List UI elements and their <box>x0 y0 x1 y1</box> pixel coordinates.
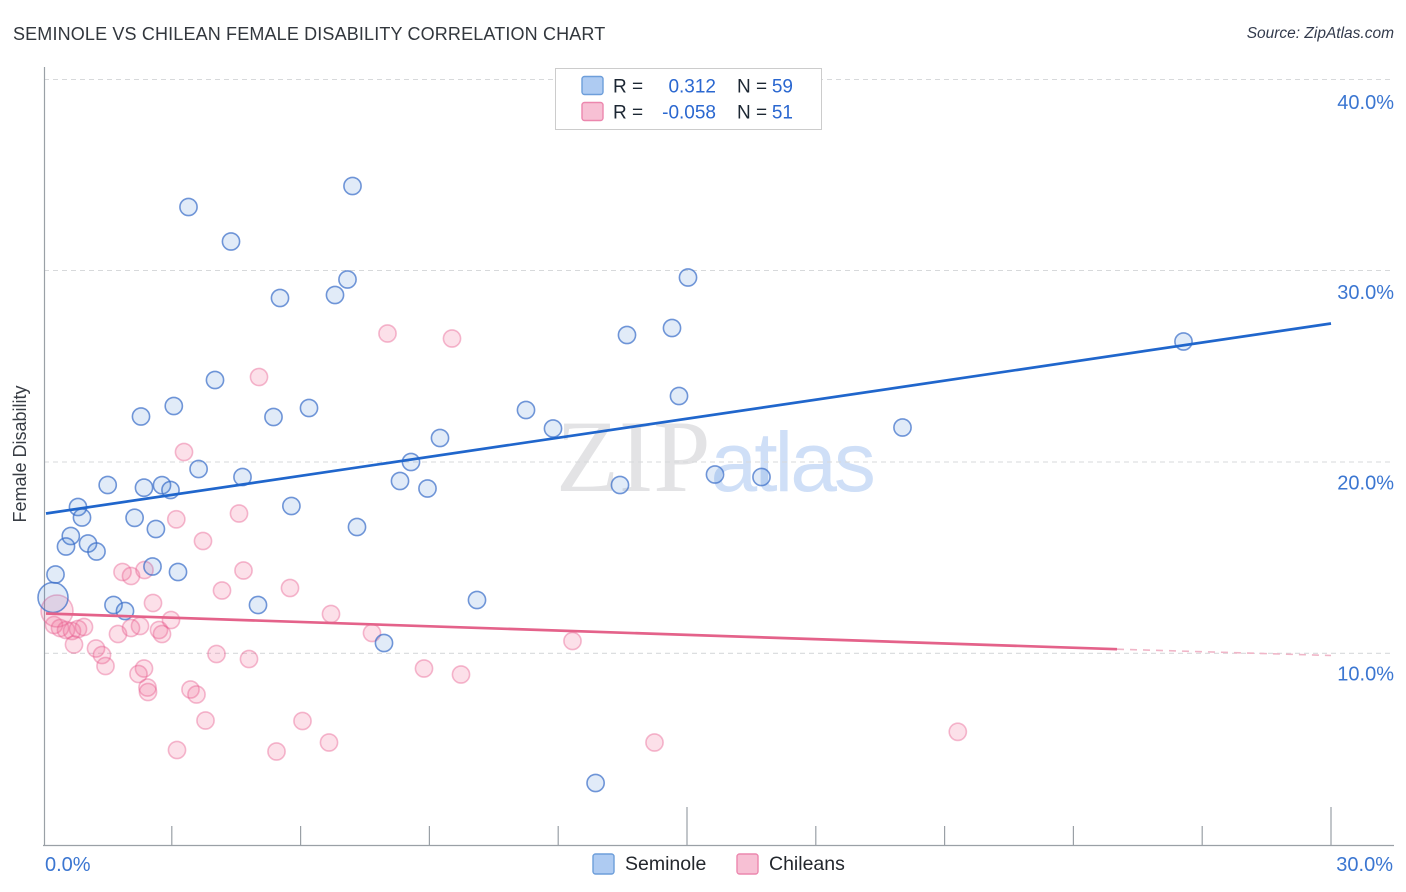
svg-text:59: 59 <box>772 77 793 98</box>
svg-text:10.0%: 10.0% <box>1337 663 1394 685</box>
svg-text:ZIPatlas: ZIPatlas <box>556 400 873 514</box>
svg-text:30.0%: 30.0% <box>1337 282 1394 304</box>
svg-text:51: 51 <box>772 103 793 124</box>
svg-text:R =: R = <box>613 103 643 124</box>
svg-text:N =: N = <box>737 77 767 98</box>
svg-text:-0.058: -0.058 <box>662 103 716 124</box>
svg-text:0.0%: 0.0% <box>45 854 91 876</box>
svg-text:Female Disability: Female Disability <box>10 385 30 522</box>
svg-text:0.312: 0.312 <box>668 77 716 98</box>
svg-text:40.0%: 40.0% <box>1337 92 1394 114</box>
svg-text:Seminole: Seminole <box>625 853 706 875</box>
svg-text:Chileans: Chileans <box>769 853 845 875</box>
svg-text:30.0%: 30.0% <box>1336 854 1393 876</box>
svg-text:20.0%: 20.0% <box>1337 472 1394 494</box>
svg-text:R =: R = <box>613 77 643 98</box>
svg-text:N =: N = <box>737 103 767 124</box>
